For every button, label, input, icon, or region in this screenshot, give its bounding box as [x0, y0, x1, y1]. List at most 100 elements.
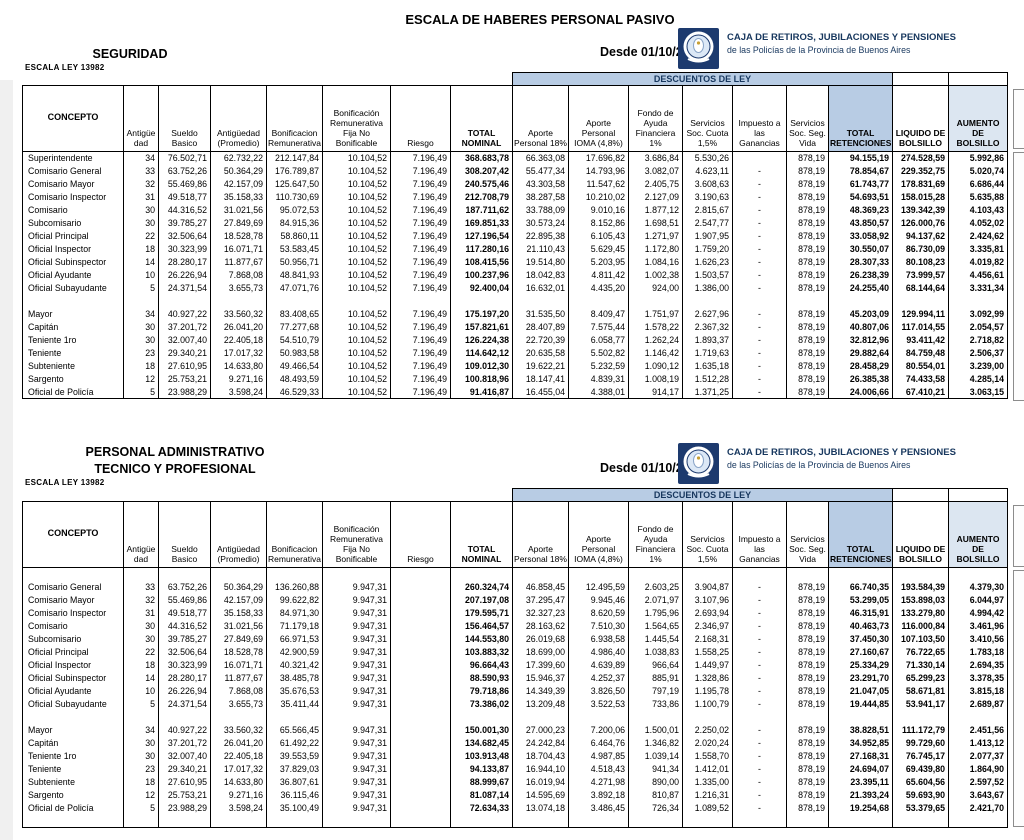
value-cell: 18 [123, 359, 159, 373]
value-cell: 3.335,81 [948, 242, 1009, 256]
value-cell: 35.676,53 [266, 684, 323, 698]
value-cell: 193.584,39 [892, 580, 950, 594]
value-cell: 23.291,70 [827, 671, 894, 685]
value-cell: 878,19 [786, 632, 829, 646]
value-cell [732, 710, 787, 724]
value-cell: 10 [123, 684, 159, 698]
value-cell [786, 567, 829, 581]
value-cell: 17.017,32 [210, 346, 267, 360]
value-cell [568, 710, 629, 724]
value-cell: 4.639,89 [568, 658, 629, 672]
value-cell: 1.271,97 [628, 229, 683, 243]
value-cell: 48.369,23 [827, 203, 894, 217]
value-cell: 9.947,31 [322, 697, 391, 711]
value-cell: 26.041,20 [210, 320, 267, 334]
value-cell: 10.104,52 [322, 359, 391, 373]
table-row: Comisario Mayor 32 55.469,86 42.157,09 99.62… [22, 593, 1009, 607]
value-cell: 9.945,46 [568, 593, 629, 607]
value-cell: 3.826,50 [568, 684, 629, 698]
value-cell: 2.054,57 [948, 320, 1009, 334]
value-cell: 2.718,82 [948, 333, 1009, 347]
value-cell: 6.044,97 [948, 593, 1009, 607]
table-row: Oficial de Policía 5 23.988,29 3.598,24 35.1… [22, 801, 1009, 815]
value-cell: 20.635,58 [512, 346, 569, 360]
table-row: Oficial Principal 22 32.506,64 18.528,78 58.… [22, 229, 1009, 243]
column-header: Aporte Personal IOMA (4,8%) [568, 85, 629, 152]
value-cell: 878,19 [786, 619, 829, 633]
table-row: Comisario 30 44.316,52 31.021,56 95.072,53 10… [22, 203, 1009, 217]
value-cell: 22.405,18 [210, 749, 267, 763]
table-row [22, 567, 1009, 581]
value-cell: 2.127,09 [628, 190, 683, 204]
value-cell: - [732, 658, 787, 672]
value-cell: 24.694,07 [827, 762, 894, 776]
value-cell: 21.393,24 [827, 788, 894, 802]
value-cell: 108.415,56 [450, 255, 513, 269]
value-cell: 84.971,30 [266, 606, 323, 620]
org-subtitle: de las Policías de la Provincia de Bueno… [727, 460, 911, 470]
column-header: Bonificación Remunerativa Fija No Bonifi… [322, 501, 391, 568]
value-cell: 32.506,64 [158, 645, 211, 659]
value-cell: 9.271,16 [210, 372, 267, 386]
column-header: Antigüe dad [123, 85, 159, 152]
value-cell: 1.907,95 [682, 229, 733, 243]
value-cell [892, 294, 950, 308]
value-cell [158, 710, 211, 724]
value-cell: 9.947,31 [322, 645, 391, 659]
value-cell [322, 294, 391, 308]
value-cell: 878,19 [786, 645, 829, 659]
value-cell: 9.947,31 [322, 736, 391, 750]
value-cell: 24.242,84 [512, 736, 569, 750]
concepto-cell: Oficial de Policía [22, 385, 124, 399]
value-cell [390, 658, 451, 672]
value-cell: 30.550,07 [827, 242, 894, 256]
value-cell [158, 567, 211, 581]
value-cell: 2.367,32 [682, 320, 733, 334]
table-row: Oficial Ayudante 10 26.226,94 7.868,08 48.84… [22, 268, 1009, 282]
value-cell: 7.196,49 [390, 164, 451, 178]
value-cell: 878,19 [786, 203, 829, 217]
value-cell: 10.104,52 [322, 268, 391, 282]
value-cell: 12 [123, 372, 159, 386]
escala-ley-label: ESCALA LEY 13982 [25, 63, 105, 72]
value-cell: 878,19 [786, 281, 829, 295]
value-cell: 4.994,42 [948, 606, 1009, 620]
table-row: Oficial Principal 22 32.506,64 18.528,78 42.… [22, 645, 1009, 659]
table-row: Subteniente 18 27.610,95 14.633,80 36.807,61… [22, 775, 1009, 789]
value-cell: 14.793,96 [568, 164, 629, 178]
value-cell: 40.927,22 [158, 723, 211, 737]
value-cell: 126.000,76 [892, 216, 950, 230]
value-cell [450, 710, 513, 724]
value-cell: 54.510,79 [266, 333, 323, 347]
value-cell: 24.255,40 [827, 281, 894, 295]
value-cell: 878,19 [786, 606, 829, 620]
column-header: TOTAL NOMINAL [450, 85, 513, 152]
value-cell: 30.323,99 [158, 658, 211, 672]
value-cell: 10.104,52 [322, 307, 391, 321]
value-cell [390, 294, 451, 308]
value-cell [827, 294, 894, 308]
value-cell: 29.340,21 [158, 346, 211, 360]
value-cell: 368.683,78 [450, 151, 513, 165]
value-cell [390, 801, 451, 815]
value-cell [390, 749, 451, 763]
column-header: LIQUIDO DE BOLSILLO [892, 501, 950, 568]
value-cell: 9.947,31 [322, 749, 391, 763]
value-cell: - [732, 580, 787, 594]
value-cell: 125.647,50 [266, 177, 323, 191]
caja-logo [678, 443, 719, 484]
value-cell: 9.947,31 [322, 606, 391, 620]
value-cell [450, 567, 513, 581]
value-cell: 94.133,87 [450, 762, 513, 776]
value-cell: 156.464,57 [450, 619, 513, 633]
value-cell: 44.316,52 [158, 203, 211, 217]
value-cell: 4.987,85 [568, 749, 629, 763]
value-cell: 35.411,44 [266, 697, 323, 711]
value-cell: 42.900,59 [266, 645, 323, 659]
value-cell [786, 710, 829, 724]
value-cell: 28.307,33 [827, 255, 894, 269]
value-cell: 10.104,52 [322, 242, 391, 256]
concepto-cell: Subcomisario [22, 216, 124, 230]
value-cell: 1.262,24 [628, 333, 683, 347]
